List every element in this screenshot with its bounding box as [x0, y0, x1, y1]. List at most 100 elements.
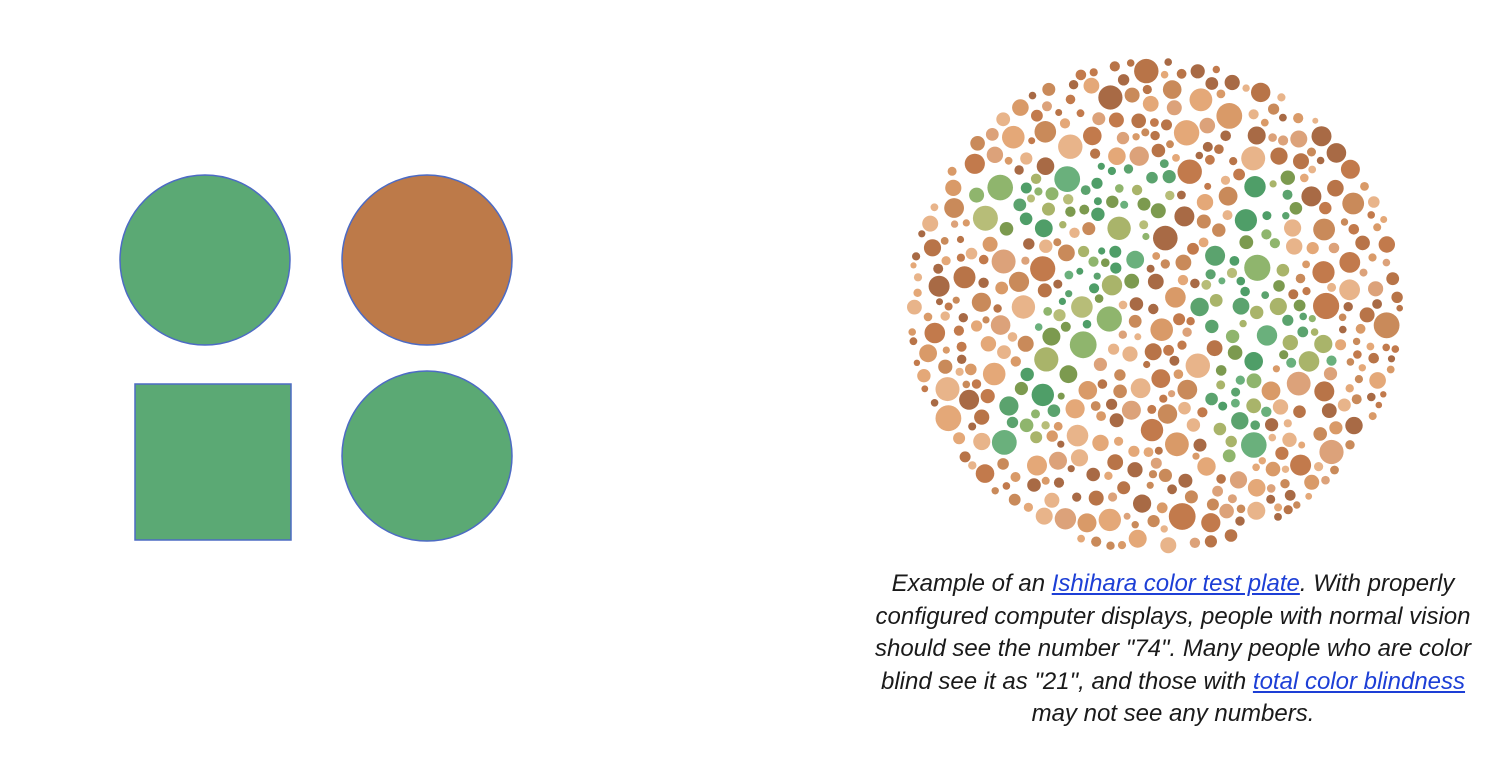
plate-dot: [1053, 477, 1065, 488]
plate-dot: [1067, 465, 1075, 473]
plate-dot: [965, 363, 977, 376]
plate-dot: [1124, 87, 1140, 103]
plate-dot: [1182, 327, 1192, 337]
plate-dot: [1031, 409, 1040, 419]
plate-dot: [1114, 369, 1126, 381]
plate-dot: [1222, 449, 1236, 463]
plate-dot: [982, 362, 1006, 386]
plate-dot: [1205, 392, 1218, 406]
plate-dot: [1137, 197, 1151, 211]
plate-dot: [1066, 424, 1089, 447]
plate-dot: [1346, 358, 1355, 366]
plate-dot: [1168, 390, 1176, 398]
plate-dot: [908, 328, 916, 336]
plate-dot: [1106, 541, 1115, 550]
plate-dot: [1311, 126, 1332, 147]
plate-dot: [1396, 304, 1403, 312]
plate-dot: [1150, 457, 1162, 469]
plate-dot: [1031, 109, 1043, 122]
plate-dot: [1166, 140, 1174, 149]
plate-dot: [1159, 394, 1168, 403]
plate-dot: [1352, 337, 1361, 346]
plate-dot: [930, 399, 939, 407]
plate-dot: [1308, 165, 1317, 174]
total-color-blindness-link[interactable]: total color blindness: [1252, 667, 1466, 695]
plate-dot: [1229, 256, 1240, 266]
plate-dot: [1167, 484, 1177, 495]
plate-dot: [1160, 70, 1169, 79]
plate-dot: [1232, 297, 1250, 315]
plate-dot: [1077, 534, 1085, 543]
plate-dot: [991, 249, 1016, 274]
plate-dot: [1096, 306, 1122, 332]
plate-dot: [1057, 392, 1065, 400]
plate-dot: [1272, 365, 1280, 373]
plate-dot: [982, 316, 990, 324]
plate-dot: [1076, 109, 1085, 118]
plate-dot: [958, 313, 968, 323]
plate-dot: [1215, 365, 1227, 376]
plate-dot: [1367, 211, 1375, 219]
plate-dot: [1142, 232, 1150, 241]
plate-dot: [1101, 275, 1123, 296]
plate-dot: [1082, 222, 1096, 236]
plate-dot: [1020, 182, 1032, 194]
plate-dot: [1106, 195, 1119, 208]
plate-dot: [940, 237, 949, 245]
plate-dot: [1128, 529, 1147, 548]
plate-dot: [1276, 263, 1290, 277]
plate-dot: [993, 304, 1002, 313]
plate-dot: [1041, 476, 1050, 485]
plate-dot: [1187, 242, 1199, 255]
plate-dot: [1339, 325, 1347, 334]
plate-dot: [1012, 99, 1029, 116]
plate-dot: [1225, 329, 1240, 344]
plate-dot: [1369, 372, 1386, 389]
plate-dot: [1059, 221, 1067, 229]
plate-dot: [1152, 252, 1161, 260]
plate-dot: [991, 430, 1017, 455]
plate-dot: [1041, 421, 1050, 430]
plate-dot: [973, 432, 991, 451]
plate-dot: [1093, 272, 1101, 280]
plate-dot: [1014, 165, 1024, 175]
plate-dot: [1195, 151, 1204, 160]
plate-dot: [1108, 492, 1118, 502]
plate-dot: [1272, 399, 1289, 415]
plate-dot: [910, 262, 917, 269]
plate-dot: [1310, 328, 1319, 336]
plate-dot: [1269, 238, 1280, 249]
plate-dot: [1359, 307, 1375, 323]
plate-dot: [1306, 242, 1319, 255]
ishihara-plate-link[interactable]: Ishihara color test plate: [1051, 570, 1300, 597]
plate-dot: [1266, 484, 1276, 493]
plate-dot: [1327, 282, 1337, 292]
plate-dot: [928, 275, 950, 297]
plate-dot: [1261, 381, 1281, 401]
plate-dot: [953, 325, 965, 336]
plate-dot: [1266, 494, 1276, 504]
plate-dot: [1150, 203, 1166, 219]
plate-dot: [1006, 416, 1019, 429]
plate-dot: [1290, 454, 1312, 476]
plate-dot: [1314, 381, 1335, 402]
plate-dot: [1078, 381, 1098, 400]
plate-dot: [1065, 399, 1085, 419]
plate-dot: [1382, 343, 1390, 352]
plate-dot: [1216, 474, 1226, 484]
plate-dot: [1302, 287, 1311, 296]
plate-dot: [1277, 93, 1286, 102]
plate-dot: [1330, 465, 1339, 475]
plate-dot: [1042, 101, 1052, 112]
plate-dot: [1150, 130, 1160, 141]
plate-dot: [1107, 216, 1131, 240]
plate-dot: [1353, 350, 1362, 359]
plate-dot: [1205, 245, 1226, 266]
plate-dot: [1013, 198, 1027, 212]
plate-dot: [1205, 319, 1219, 334]
plate-dot: [1098, 247, 1106, 255]
plate-dot: [1094, 294, 1104, 303]
plate-dot: [1160, 537, 1177, 554]
plate-dot: [1053, 309, 1066, 322]
top-right-circle: [341, 174, 513, 346]
